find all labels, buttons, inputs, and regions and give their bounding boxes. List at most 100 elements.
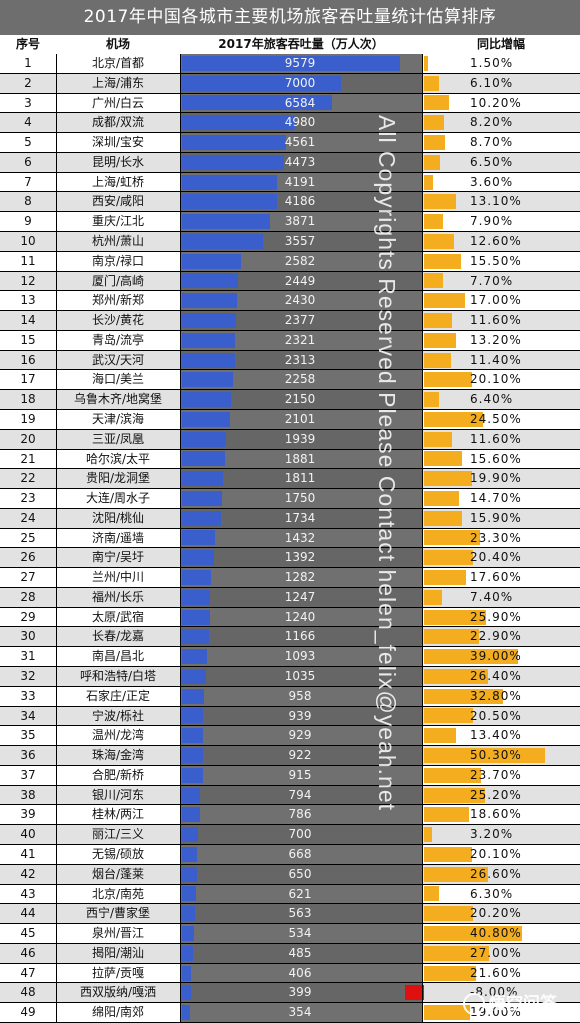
growth-bar [424,649,518,665]
table-row: 30 长春/龙嘉 1166 22.90% [0,627,580,648]
growth-label: 12.60% [470,233,522,248]
rank-cell: 22 [20,471,36,486]
growth-cell [423,231,580,251]
growth-bar [424,708,474,724]
growth-label: 6.30% [470,886,514,901]
growth-cell [423,825,580,844]
airport-cell: 济南/遥墙 [91,530,145,545]
growth-bar [424,629,480,645]
growth-label: 18.60% [470,807,522,822]
table-row: 12 厦门/高崎 2449 7.70% [0,271,580,292]
airport-cell: 拉萨/贡嘎 [91,965,145,980]
passenger-label: 958 [288,688,312,703]
growth-label: 25.20% [470,787,522,802]
table-row: 38 银川/河东 794 25.20% [0,785,580,806]
growth-label: 10.20% [470,95,522,110]
table-row: 24 沈阳/桃仙 1734 15.90% [0,508,580,529]
passenger-label: 1881 [284,451,316,466]
passenger-bar [182,510,222,526]
growth-cell [423,983,580,1003]
table-row: 45 泉州/晋江 534 40.80% [0,924,580,944]
passenger-bar [182,807,200,823]
table-row: 42 烟台/蓬莱 650 26.60% [0,864,580,885]
airport-cell: 重庆/江北 [91,214,145,229]
growth-cell [423,587,580,607]
passenger-cell [181,251,422,271]
rank-cell: 21 [20,451,36,466]
rank-cell: 38 [20,787,36,802]
rank-cell: 11 [20,253,36,268]
growth-bar [424,392,440,408]
table-row: 7 上海/虹桥 4191 3.60% [0,172,580,193]
logo-icon [463,993,485,1015]
passenger-bar [182,273,238,289]
rank-cell: 17 [20,372,36,387]
growth-bar [424,154,440,170]
passenger-label: 700 [288,827,312,842]
table-row: 25 济南/遥墙 1432 23.30% [0,528,580,549]
growth-cell [423,311,580,330]
passenger-label: 1750 [284,491,316,506]
passenger-cell [181,568,422,587]
rank-cell: 18 [20,392,36,407]
growth-label: 7.90% [470,214,514,229]
growth-bar [424,748,545,764]
logo: 悟空问答 [463,989,557,1019]
growth-bar [424,589,442,605]
header-airport: 机场 [105,37,130,51]
rank-cell: 44 [20,906,36,921]
rank-cell: 45 [20,926,36,941]
growth-label: 8.20% [470,115,514,130]
header-rank: 序号 [15,37,40,51]
growth-label: 19.90% [470,471,522,486]
growth-cell [423,152,580,172]
growth-bar [424,846,473,862]
passenger-bar [182,233,263,249]
growth-label: 8.70% [470,135,514,150]
table-row: 29 太原/武宿 1240 25.90% [0,607,580,628]
rank-cell: 46 [20,945,36,960]
growth-bar [424,471,472,487]
growth-bar [424,945,489,961]
growth-label: 14.70% [470,491,522,506]
table-row: 35 温州/龙湾 929 13.40% [0,726,580,747]
passenger-cell [181,449,422,469]
growth-label: 23.70% [470,767,522,782]
passenger-cell [181,726,422,746]
airport-cell: 揭阳/潮汕 [91,945,145,960]
table-row: 6 昆明/长水 4473 6.50% [0,152,580,173]
growth-cell [423,113,580,133]
rank-cell: 14 [20,313,36,328]
growth-bar [424,95,449,111]
airport-cell: 呼和浩特/白塔 [79,669,157,684]
growth-bar [424,609,487,625]
airport-cell: 三亚/凤凰 [91,431,145,446]
growth-bar [424,55,428,71]
rank-cell: 48 [20,985,36,1000]
growth-bar [424,75,439,91]
passenger-cell [181,548,422,568]
table-row: 44 西宁/曹家堡 563 20.20% [0,904,580,925]
growth-label: 23.30% [470,530,522,545]
passenger-cell [181,627,422,647]
passenger-bar [182,411,230,427]
table-row: 20 三亚/凤凰 1939 11.60% [0,429,580,450]
airport-cell: 青岛/流亭 [91,332,145,347]
passenger-cell [181,904,422,924]
growth-bar [424,550,474,566]
rank-cell: 3 [24,95,32,110]
growth-label: 20.10% [470,372,522,387]
passenger-bar [182,352,235,368]
passenger-cell [181,686,422,706]
growth-bar [424,134,445,150]
passenger-bar [182,589,211,605]
passenger-cell [181,587,422,607]
passenger-bar [182,925,195,941]
growth-label: 11.60% [470,431,522,446]
growth-bar [424,807,469,823]
passenger-label: 2582 [284,253,316,268]
airport-cell: 宁波/栎社 [91,708,145,723]
divider [422,54,423,1023]
growth-label: 17.60% [470,570,522,585]
